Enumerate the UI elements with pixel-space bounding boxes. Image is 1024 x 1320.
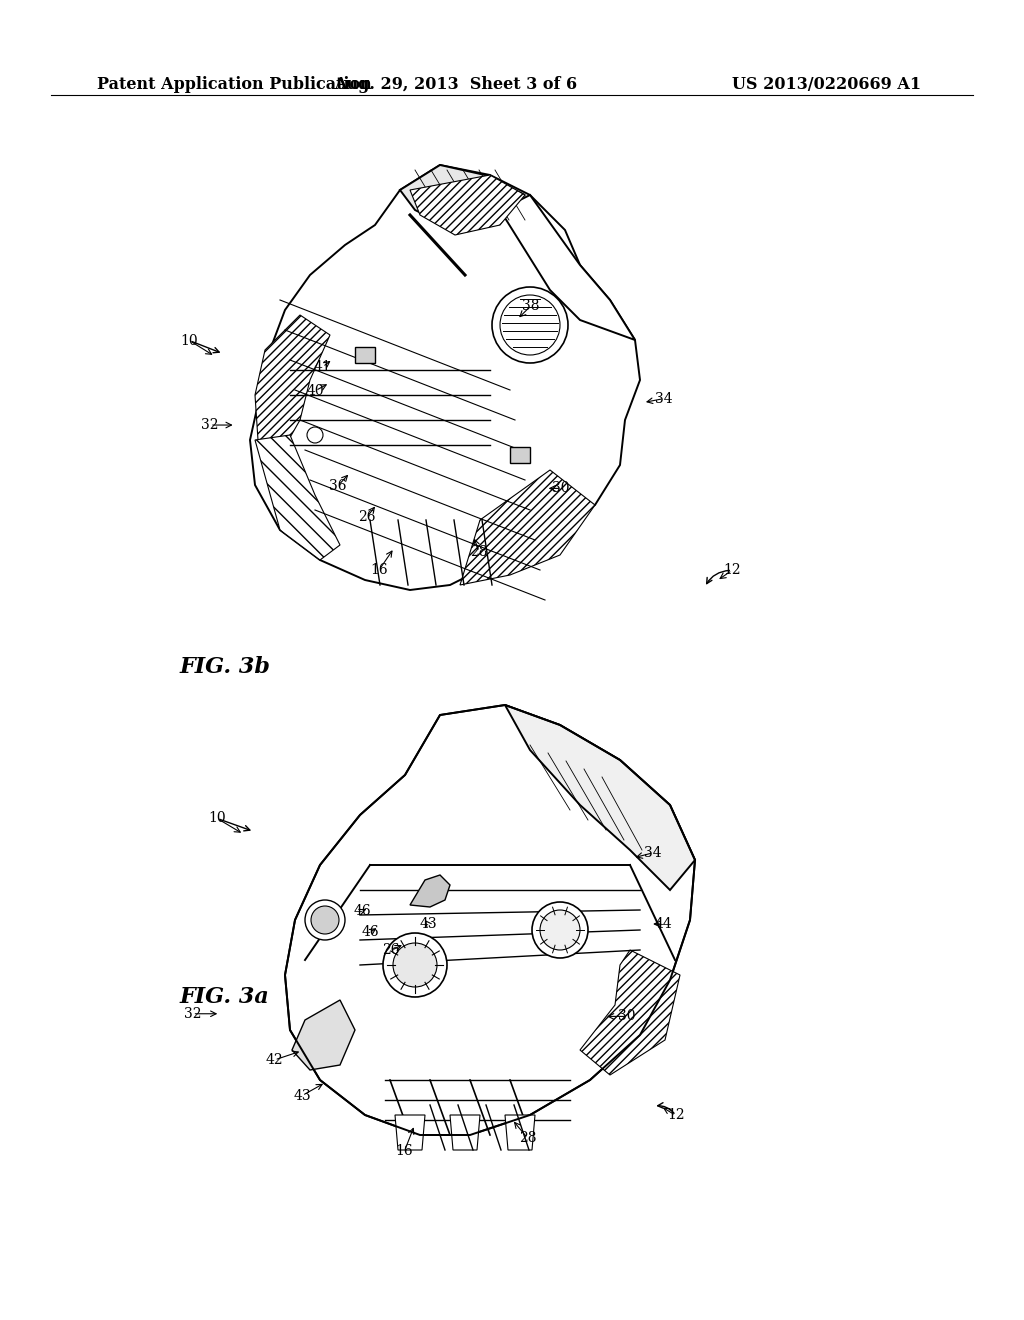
Text: 28: 28 [470, 545, 488, 558]
Polygon shape [292, 1001, 355, 1071]
Text: 43: 43 [293, 1089, 311, 1102]
Polygon shape [500, 195, 635, 341]
Circle shape [492, 286, 568, 363]
Text: 26: 26 [382, 944, 400, 957]
Text: 34: 34 [654, 392, 673, 405]
Text: 16: 16 [370, 564, 388, 577]
Polygon shape [395, 1115, 425, 1150]
Text: 26: 26 [357, 511, 376, 524]
Polygon shape [410, 176, 525, 235]
Text: FIG. 3b: FIG. 3b [179, 656, 270, 677]
Text: 36: 36 [329, 479, 347, 492]
Text: 46: 46 [361, 925, 380, 939]
Polygon shape [460, 470, 595, 585]
Text: 46: 46 [353, 904, 372, 917]
Polygon shape [255, 315, 330, 455]
Polygon shape [255, 436, 340, 560]
Text: 32: 32 [183, 1007, 202, 1020]
Text: 41: 41 [313, 360, 332, 374]
Text: 44: 44 [654, 917, 673, 931]
Circle shape [540, 909, 580, 950]
Polygon shape [505, 1115, 535, 1150]
Circle shape [500, 294, 560, 355]
Ellipse shape [305, 900, 345, 940]
Circle shape [393, 942, 437, 987]
Polygon shape [250, 165, 640, 590]
Text: 30: 30 [552, 482, 570, 495]
Text: 30: 30 [617, 1010, 636, 1023]
Ellipse shape [311, 906, 339, 935]
Text: 10: 10 [208, 812, 226, 825]
Text: 12: 12 [667, 1109, 685, 1122]
Polygon shape [410, 875, 450, 907]
Text: Patent Application Publication: Patent Application Publication [97, 77, 372, 92]
Polygon shape [285, 705, 695, 1135]
Text: 40: 40 [306, 384, 325, 397]
Text: 10: 10 [180, 334, 199, 347]
Circle shape [307, 426, 323, 444]
Polygon shape [450, 1115, 480, 1150]
Polygon shape [505, 705, 695, 890]
Polygon shape [580, 950, 680, 1074]
Text: 32: 32 [201, 418, 219, 432]
Text: 43: 43 [419, 917, 437, 931]
Text: 28: 28 [518, 1131, 537, 1144]
Circle shape [532, 902, 588, 958]
Bar [355, 347, 375, 363]
Polygon shape [400, 165, 525, 224]
Text: Aug. 29, 2013  Sheet 3 of 6: Aug. 29, 2013 Sheet 3 of 6 [334, 77, 578, 92]
Text: 16: 16 [395, 1144, 414, 1158]
Text: 12: 12 [723, 564, 741, 577]
Text: 34: 34 [644, 846, 663, 859]
Circle shape [383, 933, 447, 997]
Text: 42: 42 [265, 1053, 284, 1067]
Text: FIG. 3a: FIG. 3a [179, 986, 269, 1007]
Text: 38: 38 [521, 300, 540, 313]
Bar [510, 447, 530, 463]
Text: US 2013/0220669 A1: US 2013/0220669 A1 [732, 77, 922, 92]
